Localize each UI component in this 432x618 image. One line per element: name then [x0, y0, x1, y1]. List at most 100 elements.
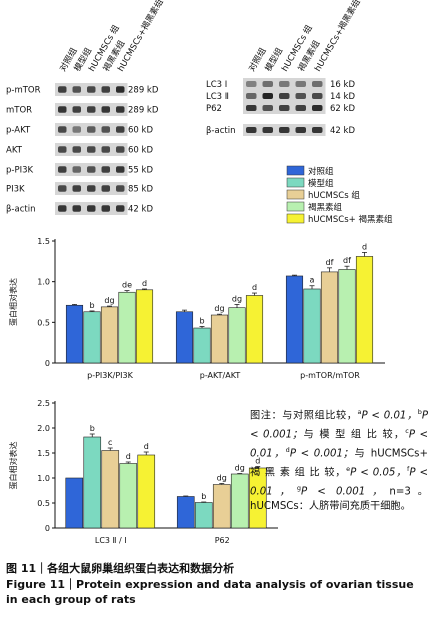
blot-band-2-2: [279, 105, 290, 111]
legend-swatch-1: [286, 177, 305, 188]
blot-row-label-3: β-actin: [206, 126, 235, 136]
blot-row-label-1: LC3 Ⅱ: [206, 92, 229, 102]
note-sup-c: c: [405, 426, 409, 435]
sig-label-2-4: d: [362, 242, 367, 251]
legend-swatch-0: [286, 165, 305, 176]
blot-band-5-1: [72, 185, 81, 192]
note-mid1: 与 模 型 组 比 较，: [302, 429, 406, 441]
x-category-label-0: p-PI3K/PI3K: [87, 371, 133, 380]
sig-label-2-3: df: [343, 256, 351, 265]
blot-band-4-4: [116, 166, 125, 173]
blot-band-5-4: [116, 185, 125, 192]
legend-swatch-2: [286, 189, 305, 200]
note-mid2: 与 hUCMSCs+ 褐 黑 素 组 比 较，: [250, 448, 428, 479]
blot-band-3-2: [87, 146, 96, 153]
note-g-text: P < 0.001，: [300, 485, 390, 497]
bar-2-3: [338, 269, 356, 364]
blot-kd-1: 289 kD: [128, 106, 159, 116]
bar-2-4: [355, 256, 374, 364]
y-tick-label-2: 1.0: [37, 278, 50, 287]
note-sup-d: d: [285, 445, 290, 454]
blot-band-2-4: [116, 126, 125, 133]
sig-label-0-3: d: [126, 452, 131, 461]
sig-label-1-4: d: [252, 283, 257, 292]
blot-band-1-1: [262, 93, 273, 99]
blot-band-0-0: [246, 81, 257, 87]
y-tick-label-3: 1.5: [37, 237, 50, 246]
blot-band-6-3: [101, 205, 110, 212]
y-tick-label-5: 2.5: [37, 399, 50, 408]
bar-0-1: [83, 311, 101, 364]
blot-kd-0: 289 kD: [128, 86, 159, 96]
note-intro: 图注：与对照组比较，: [250, 410, 358, 422]
bar-2-0: [285, 275, 304, 364]
bar-2-1: [303, 288, 321, 364]
blot-band-2-3: [295, 105, 306, 111]
blot-band-6-2: [87, 205, 96, 212]
blot-kd-6: 42 kD: [128, 205, 153, 215]
bar-1-3: [228, 307, 246, 364]
blot-row-label-2: p-AKT: [6, 126, 31, 136]
sig-label-1-1: b: [201, 492, 206, 501]
bar-chart-lc3-p62: 0 0.5 1.0 1.5 2.0 2.5 蛋白相对表达 b c d d LC3 Ⅱ / Ⅰ b dgdg…: [8, 399, 278, 545]
blot-band-1-3: [101, 106, 110, 113]
blot-band-1-0: [246, 93, 257, 99]
blot-band-2-1: [262, 105, 273, 111]
figure-caption-en: Figure 11｜Protein expression and data an…: [6, 578, 414, 606]
blot-kd-0: 16 kD: [330, 80, 355, 90]
blot-kd-5: 85 kD: [128, 185, 153, 195]
note-b-text: P < 0.001；: [250, 410, 429, 441]
note-d-text: P < 0.001；: [289, 448, 354, 460]
bar-1-2: [212, 484, 231, 529]
x-category-label-2: p-mTOR/mTOR: [300, 371, 360, 380]
blot-row-label-2: P62: [206, 104, 222, 114]
blot-band-2-0: [58, 126, 67, 133]
legend-label-2: hUCMSCs 组: [308, 190, 360, 201]
note-sup-a: a: [357, 408, 362, 416]
note-sup-e: e: [346, 464, 351, 473]
y-axis-title: 蛋白相对表达: [8, 442, 18, 490]
blot-band-5-3: [101, 185, 110, 192]
blot-band-2-2: [87, 126, 96, 133]
blot-row-label-1: mTOR: [6, 106, 32, 116]
blot-band-0-2: [279, 81, 290, 87]
bar-1-0: [175, 311, 194, 364]
blot-band-3-1: [262, 127, 273, 133]
y-tick-label-0: 0: [45, 359, 50, 368]
blot-band-1-4: [312, 93, 323, 99]
blot-band-1-2: [279, 93, 290, 99]
sig-label-1-4: d: [255, 457, 260, 466]
legend-swatch-3: [286, 201, 305, 212]
blot-kd-3: 60 kD: [128, 146, 153, 156]
blot-band-3-4: [312, 127, 323, 133]
blot-band-3-1: [72, 146, 81, 153]
bar-2-2: [320, 271, 339, 364]
blot-band-2-1: [72, 126, 81, 133]
note-sup-b: b: [417, 408, 422, 416]
legend-label-1: 模型组: [308, 178, 334, 189]
bar-0-1: [83, 436, 102, 529]
legend-label-3: 褐黑素组: [308, 202, 343, 213]
y-tick-label-2: 1.0: [37, 474, 50, 483]
sig-label-0-3: de: [122, 281, 132, 290]
legend-label-4: hUCMSCs+ 褐黑素组: [308, 214, 393, 225]
x-category-label-1: p-AKT/AKT: [200, 371, 241, 380]
blot-band-3-4: [116, 146, 125, 153]
x-category-label-0: LC3 Ⅱ / Ⅰ: [95, 536, 127, 545]
blot-row-label-0: p-mTOR: [6, 86, 41, 96]
note-sup-f: f: [407, 464, 410, 473]
blot-kd-4: 55 kD: [128, 166, 153, 176]
blot-band-0-3: [101, 86, 110, 93]
sig-label-2-1: a: [310, 276, 315, 285]
bar-0-2: [101, 450, 120, 529]
sig-label-1-1: b: [199, 316, 204, 325]
y-tick-label-3: 1.5: [37, 449, 50, 458]
sig-label-0-4: d: [144, 442, 149, 451]
blot-kd-2: 60 kD: [128, 126, 153, 136]
sig-label-0-2: dg: [104, 296, 114, 305]
note-a-text: P < 0.01，: [361, 410, 418, 422]
